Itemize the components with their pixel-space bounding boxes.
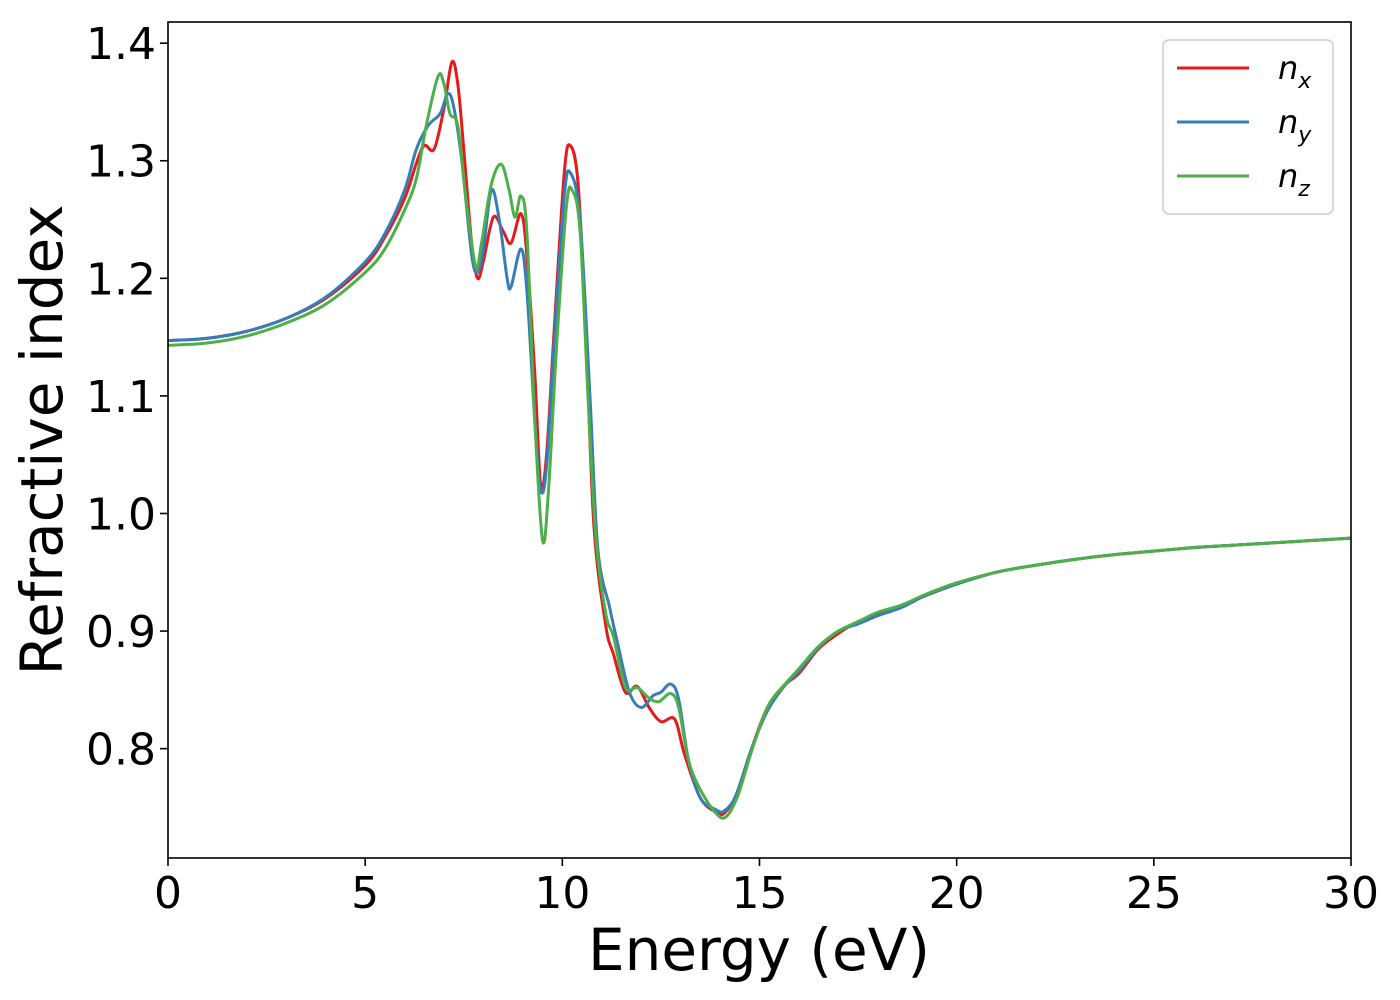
x-tick-label: 10 — [534, 868, 590, 919]
legend-label-z: nz — [1278, 157, 1310, 202]
x-axis-label: Energy (eV) — [588, 916, 930, 984]
x-tick-label: 25 — [1126, 868, 1182, 919]
x-tick-label: 5 — [351, 868, 379, 919]
x-tick-label: 0 — [154, 868, 182, 919]
y-axis-label: Refractive index — [8, 204, 76, 675]
y-tick-label: 0.8 — [86, 725, 156, 776]
y-tick-label: 0.9 — [86, 607, 156, 658]
legend-box — [1162, 39, 1334, 215]
series-line-z — [168, 72, 1351, 820]
x-tick-label: 20 — [929, 868, 985, 919]
y-axis-ticks: 0.8 0.9 1.0 1.1 1.2 1.3 1.4 — [86, 19, 168, 776]
y-tick-label: 1.0 — [86, 489, 156, 540]
y-tick-label: 1.4 — [86, 19, 156, 70]
y-tick-label: 1.2 — [86, 254, 156, 305]
y-tick-label: 1.1 — [86, 372, 156, 423]
legend: nx ny nz — [1162, 39, 1334, 215]
legend-label-x: nx — [1278, 49, 1312, 94]
y-tick-label: 1.3 — [86, 137, 156, 188]
x-axis-ticks: 0 5 10 15 20 25 30 — [154, 858, 1379, 919]
x-tick-label: 15 — [732, 868, 788, 919]
x-tick-label: 30 — [1323, 868, 1379, 919]
series-layer — [168, 59, 1351, 820]
legend-label-y: ny — [1278, 103, 1312, 148]
